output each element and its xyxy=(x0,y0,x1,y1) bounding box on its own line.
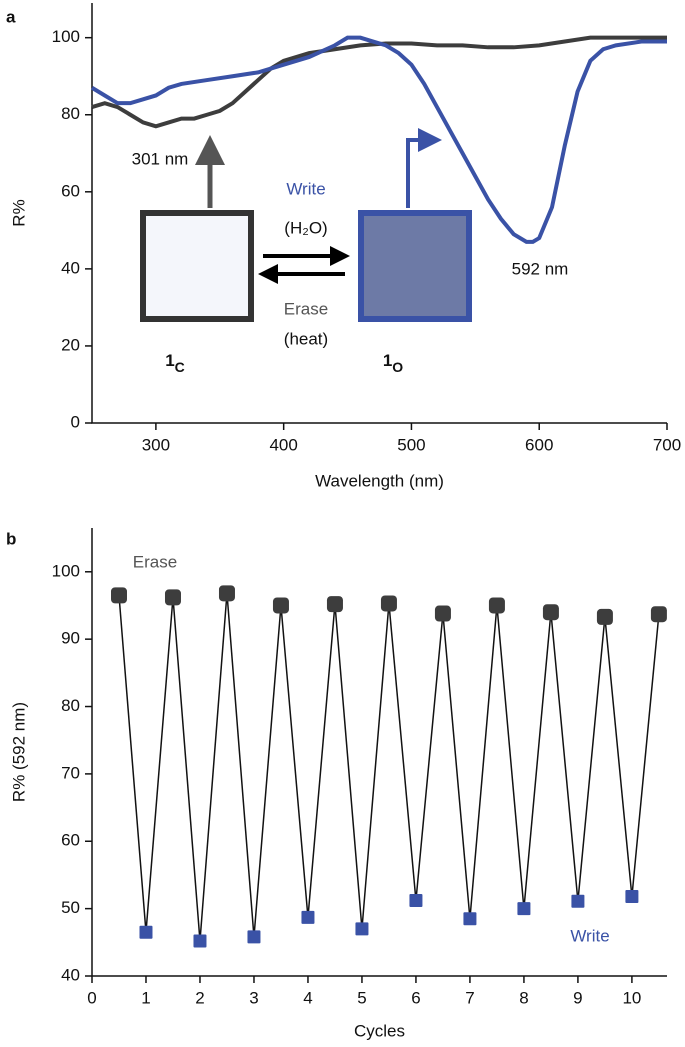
compound-label: 1O xyxy=(383,351,403,374)
compound-number: 1 xyxy=(383,351,392,370)
connector xyxy=(496,605,525,909)
data-point xyxy=(139,925,153,939)
series-label: Write xyxy=(570,926,609,945)
data-point xyxy=(247,930,261,944)
data-point xyxy=(596,608,613,625)
y-axis-title: R% xyxy=(9,199,28,226)
x-tick-label: 300 xyxy=(142,435,170,454)
connector xyxy=(550,612,579,902)
x-axis-title: Cycles xyxy=(354,1021,405,1040)
panel-label: a xyxy=(6,7,16,26)
y-tick-label: 20 xyxy=(61,335,80,354)
y-tick-label: 70 xyxy=(61,763,80,782)
data-point xyxy=(301,910,315,924)
connector xyxy=(631,614,660,897)
y-tick-label: 40 xyxy=(61,965,80,984)
inset-diagram xyxy=(140,128,472,322)
x-tick-label: 3 xyxy=(249,988,258,1007)
compound-subscript: C xyxy=(175,359,185,375)
connector xyxy=(388,603,417,901)
connector xyxy=(361,603,390,929)
x-tick-label: 500 xyxy=(397,435,425,454)
data-point xyxy=(463,912,477,926)
data-point xyxy=(488,597,505,614)
data-point xyxy=(380,595,397,612)
connector xyxy=(604,616,633,897)
open-sample xyxy=(358,210,472,322)
x-tick-label: 600 xyxy=(525,435,553,454)
closed-sample xyxy=(140,210,254,322)
x-tick-label: 700 xyxy=(653,435,681,454)
data-point xyxy=(110,587,127,604)
connector xyxy=(199,593,228,942)
connector xyxy=(523,612,552,909)
data-point xyxy=(355,922,369,936)
y-axis-title: R% (592 nm) xyxy=(9,702,28,802)
x-tick-label: 1 xyxy=(141,988,150,1007)
connector xyxy=(226,593,255,937)
series-label: Erase xyxy=(133,552,177,571)
y-tick-label: 60 xyxy=(61,831,80,850)
annotation: 592 nm xyxy=(512,259,569,278)
x-axis-title: Wavelength (nm) xyxy=(315,471,444,490)
data-point xyxy=(409,894,423,908)
connector xyxy=(253,605,282,937)
connector xyxy=(118,595,147,933)
x-tick-label: 7 xyxy=(465,988,474,1007)
data-point xyxy=(272,597,289,614)
data-point xyxy=(218,585,235,602)
spectrum-line xyxy=(91,35,667,129)
annotation: 301 nm xyxy=(132,149,189,168)
x-tick-label: 2 xyxy=(195,988,204,1007)
y-tick-label: 90 xyxy=(61,629,80,648)
connector xyxy=(307,604,336,918)
connector xyxy=(145,597,174,933)
y-tick-label: 80 xyxy=(61,104,80,123)
spectrum-line xyxy=(90,35,667,244)
x-tick-label: 10 xyxy=(622,988,641,1007)
annotation: (heat) xyxy=(284,329,328,348)
arrow xyxy=(406,128,442,208)
annotation: Erase xyxy=(284,299,328,318)
x-tick-label: 0 xyxy=(87,988,96,1007)
compound-subscript: O xyxy=(392,359,403,375)
annotation: Write xyxy=(286,179,325,198)
compound-label: 1C xyxy=(165,351,185,374)
data-point xyxy=(164,589,181,606)
connector xyxy=(442,613,471,919)
data-point xyxy=(650,606,667,623)
data-point xyxy=(326,596,343,613)
x-tick-label: 400 xyxy=(269,435,297,454)
connector xyxy=(172,597,201,942)
connector xyxy=(577,616,606,902)
connector xyxy=(469,605,498,919)
y-tick-label: 40 xyxy=(61,258,80,277)
y-tick-label: 100 xyxy=(52,561,80,580)
y-tick-label: 0 xyxy=(71,412,80,431)
x-tick-label: 8 xyxy=(519,988,528,1007)
y-tick-label: 100 xyxy=(52,27,80,46)
data-point xyxy=(542,604,559,621)
data-point xyxy=(625,890,639,904)
y-tick-label: 50 xyxy=(61,898,80,917)
y-tick-label: 80 xyxy=(61,696,80,715)
x-tick-label: 9 xyxy=(573,988,582,1007)
y-tick-label: 60 xyxy=(61,181,80,200)
x-tick-label: 4 xyxy=(303,988,312,1007)
data-point xyxy=(571,894,585,908)
data-point xyxy=(517,902,531,916)
connector xyxy=(334,604,363,929)
connector xyxy=(415,613,444,901)
connector xyxy=(280,605,309,918)
panel-label: b xyxy=(6,529,16,548)
data-point xyxy=(193,934,207,948)
data-point xyxy=(434,605,451,622)
x-tick-label: 5 xyxy=(357,988,366,1007)
compound-number: 1 xyxy=(165,351,174,370)
annotation: (H₂O) xyxy=(284,218,327,237)
x-tick-label: 6 xyxy=(411,988,420,1007)
